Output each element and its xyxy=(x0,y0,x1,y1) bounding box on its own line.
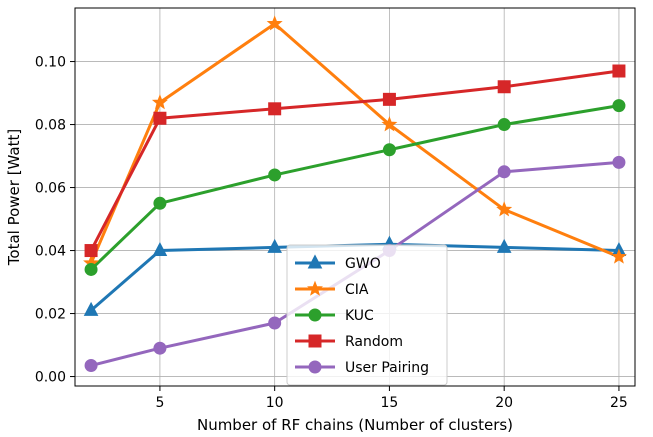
data-point-cia xyxy=(151,94,168,110)
legend-marker-user-pairing xyxy=(308,360,322,374)
data-point-random xyxy=(497,80,511,94)
y-tick-label: 0.10 xyxy=(35,55,66,71)
legend-label-random: Random xyxy=(345,334,403,350)
data-point-user-pairing xyxy=(612,155,626,169)
y-tick-label: 0.06 xyxy=(35,181,66,197)
x-tick-label: 20 xyxy=(495,395,513,411)
data-point-kuc xyxy=(612,99,626,113)
legend-marker-random xyxy=(308,334,322,348)
legend-marker-kuc xyxy=(308,308,322,322)
data-point-kuc xyxy=(497,118,511,132)
legend: GWO CIA KUC Random User Pairing xyxy=(286,244,448,386)
data-point-random xyxy=(268,102,282,116)
y-axis-ticks: 0.00 0.02 0.04 0.06 0.08 0.10 xyxy=(35,55,75,386)
data-point-kuc xyxy=(153,196,167,210)
legend-label-kuc: KUC xyxy=(345,308,374,324)
legend-box xyxy=(286,244,448,386)
legend-marker-cia xyxy=(307,280,323,296)
data-point-cia xyxy=(266,15,283,31)
x-tick-label: 10 xyxy=(266,395,284,411)
y-axis-label: Total Power [Watt] xyxy=(5,129,23,266)
legend-label-gwo: GWO xyxy=(345,256,381,272)
data-point-gwo xyxy=(496,238,512,253)
data-point-gwo xyxy=(152,241,168,257)
data-point-random xyxy=(153,111,167,125)
data-point-gwo xyxy=(83,301,99,316)
data-point-cia xyxy=(496,201,513,217)
y-tick-label: 0.00 xyxy=(35,370,66,386)
data-point-random xyxy=(84,244,98,258)
x-tick-label: 15 xyxy=(381,395,399,411)
data-point-user-pairing xyxy=(268,316,282,330)
legend-label-cia: CIA xyxy=(345,282,369,298)
data-point-kuc xyxy=(382,143,396,157)
series-line-kuc xyxy=(90,104,620,271)
plot-frame xyxy=(74,7,636,387)
y-tick-label: 0.02 xyxy=(35,307,66,323)
legend-label-user-pairing: User Pairing xyxy=(345,360,429,376)
y-tick-label: 0.04 xyxy=(35,244,66,260)
series-line-random xyxy=(89,69,620,252)
x-axis-label: Number of RF chains (Number of clusters) xyxy=(197,416,513,434)
x-axis-ticks: 5 10 15 20 25 xyxy=(155,386,628,411)
x-tick-label: 5 xyxy=(155,395,164,411)
data-point-user-pairing xyxy=(153,341,167,355)
data-point-gwo xyxy=(267,238,282,253)
series-line-cia xyxy=(89,22,620,264)
y-tick-label: 0.08 xyxy=(35,118,66,134)
data-point-cia xyxy=(381,116,398,132)
data-point-kuc xyxy=(268,168,282,182)
data-point-cia xyxy=(610,248,627,264)
data-point-user-pairing xyxy=(497,165,511,179)
data-point-random xyxy=(612,64,626,78)
data-point-kuc xyxy=(84,262,98,276)
legend-marker-gwo xyxy=(307,254,323,269)
data-point-random xyxy=(382,92,396,106)
x-tick-label: 25 xyxy=(610,395,628,411)
data-point-user-pairing xyxy=(84,359,98,373)
